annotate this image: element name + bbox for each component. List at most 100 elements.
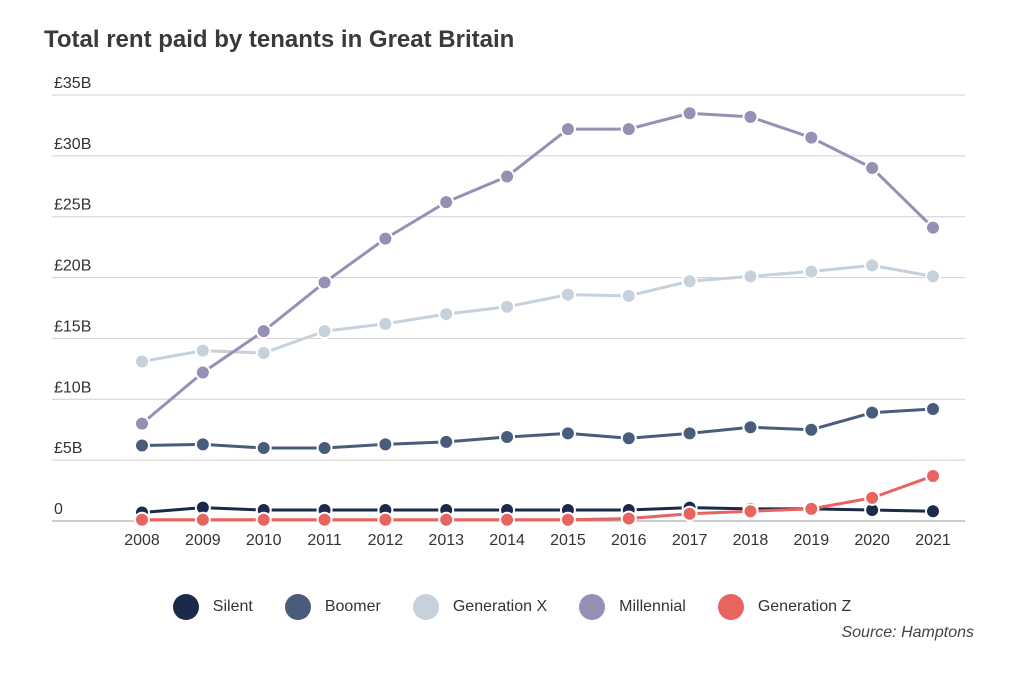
data-point (377, 230, 394, 247)
x-tick-label: 2021 (915, 532, 951, 549)
data-point (803, 421, 820, 438)
legend-item: Generation Z (717, 594, 852, 620)
legend-item: Boomer (284, 594, 381, 620)
data-point (499, 168, 516, 185)
data-point (499, 429, 516, 446)
x-tick-label: 2015 (550, 532, 586, 549)
data-point (925, 268, 941, 285)
data-point (255, 511, 272, 528)
x-tick-label: 2012 (368, 532, 404, 549)
y-tick-label: £25B (54, 197, 91, 214)
data-point (742, 268, 759, 285)
data-point (742, 108, 759, 125)
x-tick-label: 2014 (489, 532, 525, 549)
legend-swatch (412, 594, 439, 620)
series-line (141, 263, 934, 364)
data-point (559, 121, 576, 138)
series-line (141, 407, 934, 450)
data-point (438, 511, 455, 528)
data-point (681, 273, 698, 290)
data-point (316, 274, 333, 291)
legend-swatch (284, 594, 311, 620)
data-point (377, 315, 394, 332)
data-point (438, 194, 455, 211)
data-point (255, 439, 272, 456)
data-point (681, 105, 698, 122)
data-point (316, 511, 333, 528)
series-line (141, 111, 935, 425)
data-point (194, 436, 211, 453)
data-point (681, 505, 698, 522)
data-point (864, 160, 881, 177)
data-point (620, 287, 637, 304)
data-point (134, 353, 150, 370)
data-point (255, 323, 272, 340)
x-tick-label: 2019 (794, 532, 830, 549)
data-point (255, 345, 272, 362)
data-point (803, 129, 820, 146)
x-tick-label: 2020 (854, 532, 890, 549)
legend-swatch (579, 594, 606, 620)
source-note: Source: Hamptons (841, 624, 974, 641)
legend-item: Millennial (579, 594, 686, 620)
data-point (620, 121, 637, 138)
data-point (438, 306, 455, 323)
legend-label: Boomer (324, 598, 381, 615)
x-tick-label: 2018 (733, 532, 769, 549)
legend-label: Generation Z (757, 598, 852, 615)
data-point (620, 510, 637, 527)
legend-label: Generation X (452, 598, 548, 615)
data-point (742, 503, 759, 520)
x-tick-label: 2010 (246, 532, 282, 549)
data-point (620, 430, 637, 447)
data-point (864, 489, 881, 506)
data-point (559, 425, 576, 442)
legend-label: Millennial (619, 598, 686, 615)
legend-swatch (172, 594, 199, 620)
data-point (316, 323, 333, 340)
data-point (742, 419, 759, 436)
data-point (316, 439, 333, 456)
data-point (194, 342, 211, 359)
legend-label: Silent (212, 598, 253, 615)
data-point (864, 404, 881, 421)
data-point (803, 263, 820, 280)
x-tick-label: 2008 (124, 532, 160, 549)
data-point (925, 467, 941, 484)
legend: Silent Boomer Generation X Millennial Genera… (0, 590, 1024, 624)
data-point (134, 415, 150, 432)
data-point (438, 433, 455, 450)
data-point (925, 219, 941, 236)
chart-title: Total rent paid by tenants in Great Brit… (44, 26, 515, 53)
y-tick-label: £20B (54, 258, 91, 275)
data-point (194, 511, 211, 528)
x-tick-label: 2013 (428, 532, 464, 549)
data-point (925, 503, 941, 520)
legend-item: Generation X (412, 594, 548, 620)
y-tick-label: £5B (54, 440, 82, 457)
data-point (377, 436, 394, 453)
x-tick-label: 2016 (611, 532, 647, 549)
data-point (925, 401, 941, 418)
x-tick-label: 2017 (672, 532, 708, 549)
data-point (499, 298, 516, 315)
data-point (559, 286, 576, 303)
series-line (142, 474, 934, 522)
data-point (803, 500, 820, 517)
data-point (559, 511, 576, 528)
x-tick-label: 2011 (307, 532, 342, 549)
data-point (681, 425, 698, 442)
data-point (377, 511, 394, 528)
legend-swatch (717, 594, 744, 620)
legend-item: Silent (172, 594, 253, 620)
data-point (134, 437, 150, 454)
y-tick-label: 0 (54, 501, 63, 518)
data-point (864, 257, 881, 274)
data-point (499, 511, 516, 528)
y-tick-label: £15B (54, 318, 91, 335)
y-tick-label: £35B (54, 75, 91, 92)
x-tick-label: 2009 (185, 532, 221, 549)
data-point (194, 364, 211, 381)
y-tick-label: £10B (54, 379, 91, 396)
